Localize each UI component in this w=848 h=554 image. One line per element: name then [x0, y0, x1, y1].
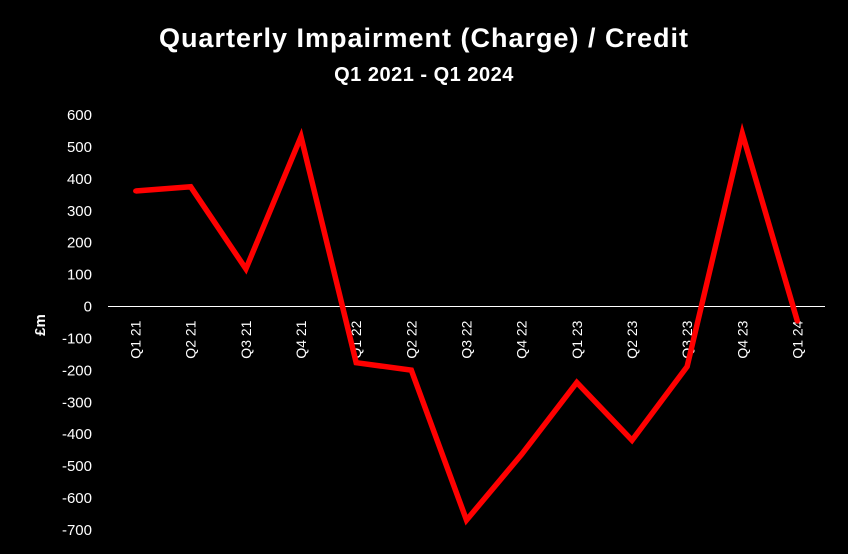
x-tick-label: Q4 21 [293, 320, 309, 358]
y-tick-label: 300 [67, 203, 92, 220]
x-tick-label: Q4 23 [734, 320, 750, 358]
data-point [243, 266, 249, 272]
data-point [408, 367, 414, 373]
data-point [464, 517, 469, 523]
y-tick-label: -500 [62, 458, 92, 475]
x-tick-label: Q2 22 [403, 320, 419, 358]
x-tick-label: Q1 24 [789, 320, 805, 358]
y-tick-label: -300 [62, 394, 92, 411]
series-points [133, 131, 800, 523]
chart-subtitle: Q1 2021 - Q1 2024 [334, 64, 514, 86]
y-tick-label: -700 [62, 522, 92, 539]
x-tick-label: Q1 21 [128, 320, 144, 358]
x-tick-label: Q4 22 [514, 320, 530, 358]
x-tick-label: Q3 22 [459, 320, 475, 358]
x-tick-label: Q3 21 [238, 320, 254, 358]
y-tick-label: 600 [67, 107, 92, 124]
x-tick-label: Q1 23 [569, 320, 585, 358]
y-axis-ticks: 600 500 400 300 200 100 0 -100 -200 -300 -400 -500 -… [62, 107, 92, 539]
data-point [794, 318, 800, 324]
y-tick-label: -600 [62, 490, 92, 507]
y-tick-label: 200 [67, 235, 92, 252]
data-point [574, 380, 580, 386]
data-point [353, 360, 359, 366]
chart-title: Quarterly Impairment (Charge) / Credit [159, 23, 689, 53]
y-tick-label: -200 [62, 362, 92, 379]
y-axis-label: £m [32, 314, 49, 336]
x-axis-ticks: Q1 21 Q2 21 Q3 21 Q4 21 Q1 22 Q2 22 Q3 22 Q4 22… [128, 320, 806, 358]
y-tick-label: 500 [67, 139, 92, 156]
x-tick-label: Q2 23 [624, 320, 640, 358]
y-tick-label: 0 [84, 299, 92, 316]
y-tick-label: 400 [67, 171, 92, 188]
data-point [684, 364, 690, 370]
y-tick-label: 100 [67, 267, 92, 284]
y-tick-label: -100 [62, 330, 92, 347]
data-point [519, 451, 525, 457]
data-point [629, 437, 635, 443]
data-point [133, 188, 139, 194]
y-tick-label: -400 [62, 426, 92, 443]
data-point [188, 184, 194, 190]
x-tick-label: Q2 21 [183, 320, 199, 358]
data-point [298, 134, 304, 140]
data-point [739, 131, 745, 137]
